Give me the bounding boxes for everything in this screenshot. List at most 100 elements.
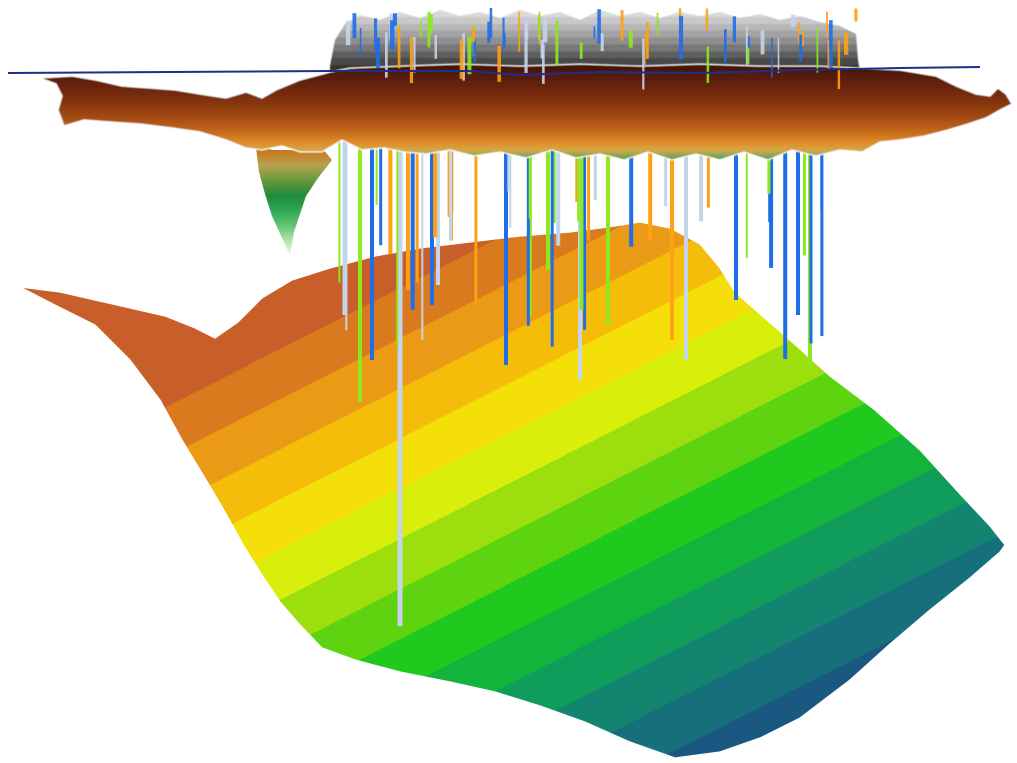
well-borehole [528,146,532,219]
well-borehole [575,141,579,202]
well-borehole [433,140,438,238]
well-borehole [345,140,348,331]
surface-well-spike [732,16,736,43]
lower-formation-surface-group [19,221,1006,759]
well-borehole [809,148,813,344]
surface-well-spike [600,33,604,52]
well-borehole [606,150,610,325]
well-borehole [509,134,512,228]
well-borehole [415,130,419,283]
reference-line-group [7,66,981,77]
surface-well-spike [471,27,475,42]
surface-well-spike [555,20,559,66]
well-borehole [338,137,341,283]
well-borehole [410,144,415,310]
surface-well-spike [537,13,541,41]
surface-well-spike [760,30,765,55]
well-borehole [447,146,450,217]
surface-well-spike [542,18,548,43]
surface-well-spike [646,21,649,59]
surface-well-spike [656,12,659,35]
surface-well-spike [427,11,431,48]
surface-well-spike [854,8,858,22]
surface-well-spike [459,39,464,79]
surface-well-spike [540,39,544,59]
well-borehole [577,131,580,222]
well-borehole [803,136,806,256]
surface-well-spike [462,33,465,81]
well-borehole [507,137,510,192]
surface-well-spike [705,8,709,31]
surface-well-spike [497,46,501,82]
surface-well-spike [374,18,378,51]
surface-well-spike [816,26,819,73]
surface-well-spike [706,46,710,83]
well-borehole [342,135,348,315]
sinkhole-group [255,140,332,255]
well-borehole [375,131,378,205]
surface-well-spike [518,12,521,52]
well-borehole [556,144,561,246]
surface-well-spike [392,13,397,26]
well-borehole [699,132,704,222]
well-borehole [552,149,556,224]
well-borehole [629,138,634,247]
well-borehole [449,144,453,240]
well-borehole [358,135,362,402]
surface-well-spike [420,21,422,38]
surface-well-spike [352,13,357,39]
lower-formation-surface [19,221,1006,759]
surface-well-spike [524,21,528,73]
surface-well-spike [375,37,381,68]
surface-well-spike [790,14,796,27]
surface-well-spike [434,35,437,59]
surface-well-spike [826,11,828,38]
well-borehole [550,131,554,347]
well-borehole [820,143,823,211]
well-borehole [579,148,584,311]
surface-well-spike [620,10,624,41]
well-borehole [606,130,609,229]
surface-well-spike [542,44,545,84]
well-borehole [734,150,738,300]
well-borehole [504,140,508,365]
well-borehole [769,138,774,268]
surface-well-spike [473,39,476,62]
well-borehole [587,130,591,241]
well-borehole [546,140,550,270]
surface-well-spike [579,42,583,59]
surface-well-spike [467,36,472,75]
well-borehole [436,130,440,285]
well-borehole [430,130,434,305]
surface-well-spike [397,26,401,69]
well-borehole [397,130,403,626]
well-borehole [593,138,597,200]
well-borehole [474,145,478,304]
well-borehole [783,140,788,360]
surface-well-spike [777,38,780,73]
surface-well-spike [837,39,841,90]
surface-well-spike [745,25,748,66]
well-borehole [684,150,688,360]
well-borehole [745,139,748,259]
surface-well-spike [644,34,646,67]
well-borehole [706,143,710,208]
well-borehole [820,139,824,337]
well-borehole [379,131,383,246]
upper-top-band [330,10,860,72]
surface-well-spike [409,37,413,84]
surface-well-spike [345,20,351,46]
surface-well-spike [724,29,727,63]
surface-well-spike [678,8,682,21]
well-borehole [648,135,653,241]
surface-well-spike [413,37,416,73]
surface-well-spike [390,20,395,50]
surface-well-spike [359,27,362,58]
well-borehole [396,145,399,348]
surface-well-spike [628,30,633,48]
surface-well-spike [385,32,388,78]
surface-well-spike [829,20,833,68]
surface-well-spike [746,47,750,65]
surface-well-spike [642,38,645,90]
